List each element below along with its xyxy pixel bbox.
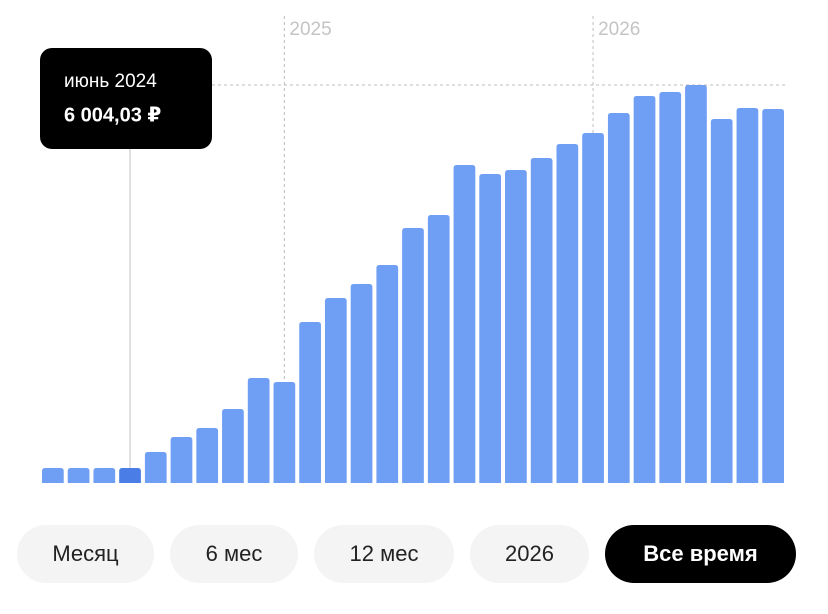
bar[interactable] [144,452,167,483]
bar[interactable] [479,174,502,483]
bar[interactable] [273,382,296,483]
tooltip-value: 6 004,03 ₽ [64,104,161,126]
bar[interactable] [710,119,733,483]
bar[interactable] [402,228,424,483]
tab[interactable] [17,525,154,583]
tab[interactable] [605,525,796,583]
bar[interactable] [67,468,90,483]
bar[interactable] [556,144,579,483]
bar[interactable] [170,437,193,483]
tab[interactable] [314,525,454,583]
bar[interactable] [685,85,707,483]
bar[interactable] [659,92,682,483]
tooltip-date: июнь 2024 [64,71,157,92]
bar[interactable] [196,428,219,483]
tab-label[interactable]: Все время [643,541,758,566]
tab[interactable] [170,525,298,583]
bar[interactable] [427,215,450,483]
bar[interactable] [93,468,116,483]
bar[interactable] [222,409,244,483]
tab-label[interactable]: 12 мес [350,541,419,566]
bar[interactable] [633,96,656,483]
bar[interactable] [762,109,784,483]
year-label: 2025 [289,19,331,40]
bar[interactable] [119,467,141,483]
bar[interactable] [299,322,321,483]
bar[interactable] [376,265,399,483]
bar[interactable] [247,378,270,483]
tab-label[interactable]: 2026 [505,541,554,566]
bar[interactable] [736,108,759,483]
bar[interactable] [530,158,553,483]
bar[interactable] [505,170,527,483]
year-label: 2026 [598,19,640,40]
tab-label[interactable]: Месяц [52,541,119,566]
bar[interactable] [42,468,64,483]
bar[interactable] [607,113,630,483]
bar[interactable] [350,284,373,483]
bar[interactable] [324,298,347,483]
bar[interactable] [582,133,604,483]
bar[interactable] [453,165,476,483]
tab-label[interactable]: 6 мес [206,541,263,566]
tab[interactable] [470,525,589,583]
tooltip [40,48,212,149]
